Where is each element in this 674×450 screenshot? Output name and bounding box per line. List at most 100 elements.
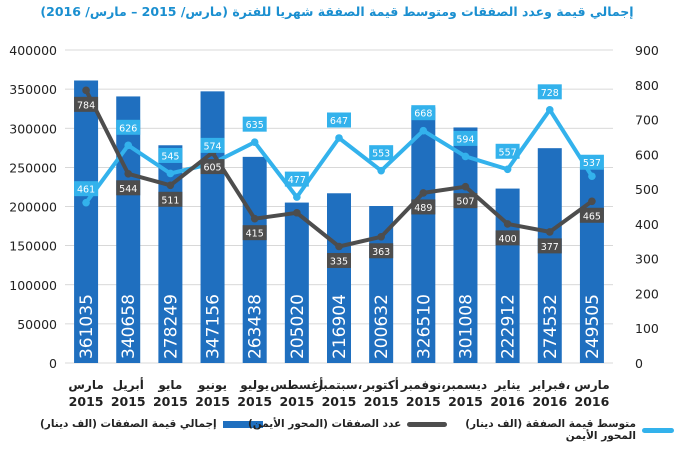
bar-value-label: 301008 (456, 294, 476, 359)
right-axis-tick-label: 500 (635, 182, 659, 197)
deal-count-point (461, 182, 470, 191)
average-value-point (419, 126, 428, 135)
deal-count-point (335, 242, 343, 251)
average-value-label-box (495, 143, 520, 159)
deal-count-label: 465 (583, 211, 601, 222)
deal-count-label: 784 (77, 100, 95, 111)
deal-count-label: 335 (330, 256, 348, 267)
legend-swatch-average-line (641, 427, 674, 433)
right-axis-tick-label: 100 (635, 321, 659, 336)
deal-count-point (419, 189, 428, 197)
deal-count-label-box (411, 199, 436, 215)
category-year-label: 2015 (237, 394, 272, 409)
deal-count-label: 400 (499, 234, 517, 245)
category-month-label: فبراير، (528, 378, 570, 392)
average-value-label: 545 (161, 151, 179, 162)
bar (74, 80, 99, 363)
left-axis-tick-label: 0 (49, 356, 57, 371)
deal-count-label-box (453, 193, 478, 209)
average-value-point (377, 166, 385, 175)
average-value-point (461, 152, 470, 161)
average-value-label-box (579, 154, 604, 170)
category-month-label: سبتمبر، (315, 378, 363, 392)
average-value-label: 594 (456, 134, 474, 145)
bar-value-label: 347156 (204, 294, 224, 359)
bar-value-label: 278249 (161, 294, 181, 359)
deal-count-label-box (537, 238, 562, 254)
deal-count-label: 489 (414, 203, 432, 214)
average-value-label-box (284, 171, 309, 187)
legend-label-deal-count: عدد الصفقات (المحور الأيمن) (248, 418, 402, 430)
legend-label-total-value: إجمالي قيمة الصفقات (الف دينار) (40, 418, 217, 430)
chart-title: إجمالي قيمة وعدد الصفقات ومتوسط قيمة الص… (40, 4, 634, 19)
deal-count-label: 377 (541, 242, 559, 253)
deal-count-label-box (74, 96, 99, 112)
bar (284, 202, 309, 363)
average-value-label-box (453, 130, 478, 146)
average-value-label: 647 (330, 116, 348, 127)
category-year-label: 2015 (153, 394, 188, 409)
bar-value-label: 249505 (583, 294, 603, 359)
deal-count-point (293, 208, 301, 217)
deal-count-point (124, 170, 133, 178)
bar-value-label: 200632 (372, 294, 392, 359)
average-value-label: 728 (541, 88, 559, 99)
category-year-label: 2015 (279, 394, 314, 409)
bar-value-label: 222912 (499, 294, 519, 359)
deal-count-label: 415 (246, 229, 264, 240)
category-year-label: 2015 (406, 394, 441, 409)
left-axis-tick-label: 200000 (9, 200, 57, 215)
average-value-point (503, 165, 512, 174)
right-axis-tick-label: 400 (635, 217, 659, 232)
bar-value-label: 361035 (77, 294, 97, 359)
right-axis-tick-label: 300 (635, 252, 659, 267)
average-value-label: 461 (77, 185, 95, 196)
average-value-label-box (327, 112, 351, 128)
deal-count-label: 507 (456, 197, 474, 208)
category-year-label: 2015 (322, 394, 357, 409)
left-axis-tick-label: 400000 (9, 43, 57, 58)
bar (116, 96, 141, 363)
left-axis-tick-label: 150000 (9, 239, 57, 254)
deal-count-point (166, 181, 175, 190)
deal-count-label-box (579, 207, 604, 223)
average-value-label: 635 (246, 120, 264, 131)
right-axis-tick-label: 900 (635, 43, 659, 58)
right-axis-tick-label: 800 (635, 78, 659, 93)
legend-swatch-bar (222, 420, 263, 428)
category-year-label: 2015 (364, 394, 399, 409)
legend-swatch-count-line (407, 421, 448, 427)
category-month-label: يناير (494, 378, 521, 392)
category-year-label: 2016 (575, 394, 610, 409)
category-month-label: مارس (68, 378, 103, 392)
average-value-label: 477 (288, 175, 306, 186)
bar (200, 91, 225, 363)
average-value-label: 574 (203, 141, 221, 152)
legend-item-deal-count: عدد الصفقات (المحور الأيمن) (248, 418, 448, 430)
average-value-label-box (74, 181, 99, 197)
average-value-point (250, 138, 259, 146)
legend-item-total-value: إجمالي قيمة الصفقات (الف دينار) (40, 418, 263, 430)
category-month-label: أغسطس (270, 377, 323, 392)
left-axis-tick-label: 350000 (9, 82, 57, 97)
category-month-label: مايو (157, 378, 182, 393)
category-year-label: 2015 (111, 394, 146, 409)
deal-count-label-box (369, 243, 394, 259)
left-axis-tick-label: 300000 (9, 121, 57, 136)
average-value-label-box (242, 116, 267, 132)
average-value-label-box (158, 147, 183, 163)
bar-value-label: 274532 (541, 294, 561, 359)
deal-count-label: 363 (372, 247, 390, 258)
bar-value-label: 263438 (246, 294, 266, 359)
bar (411, 107, 436, 364)
average-value-label: 626 (119, 123, 137, 134)
deal-count-point (503, 220, 512, 228)
bar-value-label: 205020 (288, 294, 308, 359)
category-month-label: نوفمبر، (400, 378, 446, 393)
deal-count-label-box (242, 225, 267, 241)
category-year-label: 2015 (448, 394, 483, 409)
average-value-label: 537 (583, 158, 601, 169)
bar (369, 206, 394, 363)
category-month-label: يوليو (239, 378, 269, 393)
